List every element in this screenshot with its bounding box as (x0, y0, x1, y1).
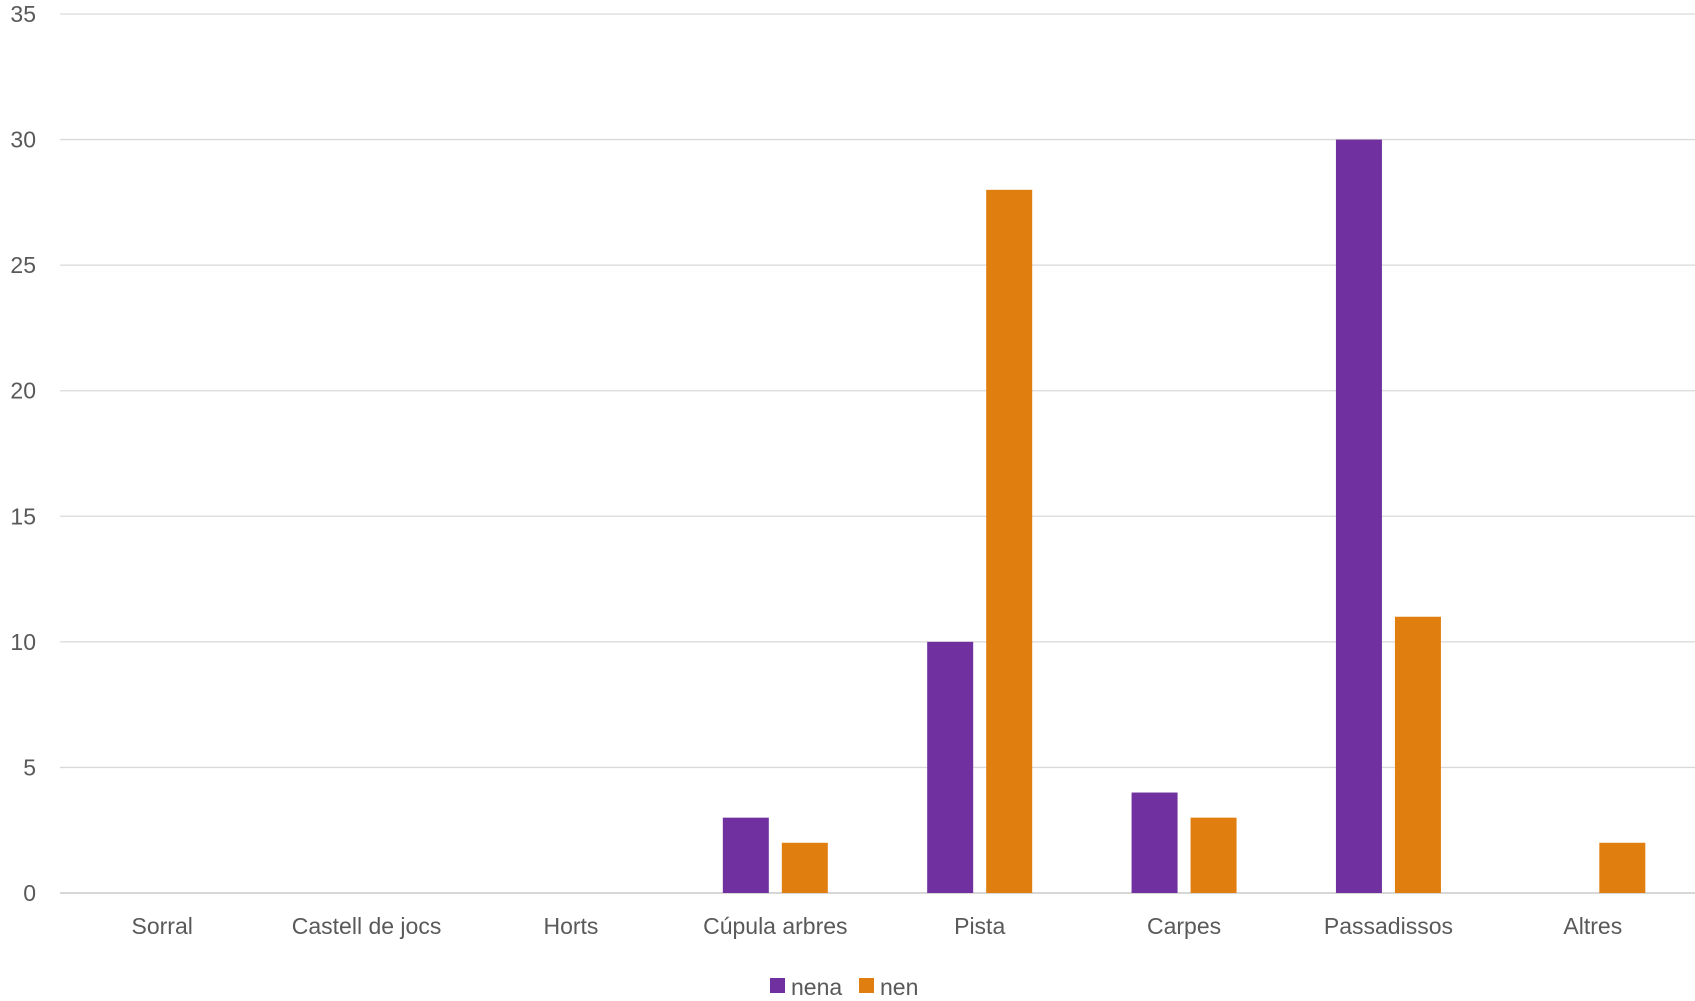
y-tick-label: 25 (10, 252, 36, 278)
x-tick-label: Passadissos (1324, 913, 1453, 939)
legend-swatch-nena (770, 978, 785, 993)
y-tick-label: 35 (10, 1, 36, 27)
gridlines (60, 13, 1695, 894)
y-tick-label: 20 (10, 378, 36, 404)
y-tick-label: 10 (10, 629, 36, 655)
x-tick-label: Altres (1563, 913, 1622, 939)
x-tick-label: Carpes (1147, 913, 1221, 939)
bar-nena-6 (1335, 139, 1382, 894)
x-tick-label: Castell de jocs (292, 913, 442, 939)
x-tick-label: Pista (954, 913, 1005, 939)
bar-nen-4 (986, 189, 1033, 894)
x-tick-label: Cúpula arbres (703, 913, 847, 939)
bar-nen-5 (1190, 817, 1237, 893)
legend: nena nen (770, 974, 918, 1000)
legend-label-nen: nen (880, 974, 918, 1000)
bar-nen-3 (781, 842, 828, 893)
y-tick-label: 5 (23, 754, 36, 780)
y-tick-label: 15 (10, 503, 36, 529)
x-tick-label: Horts (543, 913, 598, 939)
legend-swatch-nen (859, 978, 874, 993)
bar-nen-6 (1394, 616, 1441, 893)
y-tick-label: 0 (23, 880, 36, 906)
x-axis-tick-labels: Sorral Castell de jocs Horts Cúpula arbres P… (132, 913, 1623, 939)
bars (722, 139, 1646, 894)
y-tick-label: 30 (10, 127, 36, 153)
x-tick-label: Sorral (132, 913, 193, 939)
bar-nena-5 (1131, 792, 1178, 893)
bar-nen-7 (1599, 842, 1646, 893)
bar-nena-3 (722, 817, 769, 893)
y-axis-tick-labels: 0 5 10 15 20 25 30 35 (10, 1, 36, 906)
legend-label-nena: nena (791, 974, 842, 1000)
bar-nena-4 (927, 641, 974, 893)
